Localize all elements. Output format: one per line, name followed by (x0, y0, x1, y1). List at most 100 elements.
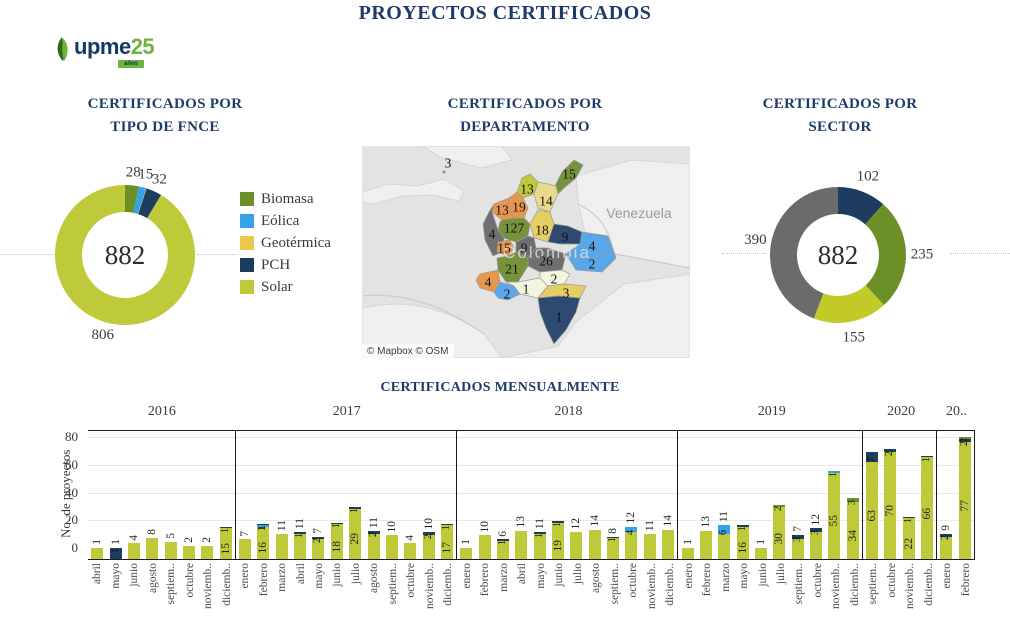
bar-segment-solar[interactable] (182, 546, 195, 559)
bar-segment-solar[interactable] (312, 539, 325, 559)
bar-segment-pch[interactable] (810, 528, 823, 533)
bar-segment-pch[interactable] (866, 451, 879, 462)
donut-slice-Geotérmica[interactable] (137, 188, 147, 215)
bar-segment-solar[interactable] (921, 457, 934, 559)
bar-segment-solar[interactable] (662, 529, 675, 559)
bar-segment-solar[interactable] (699, 530, 712, 559)
donut-slice-Biomasa[interactable] (125, 185, 139, 213)
bar-segment-solar[interactable] (791, 539, 804, 559)
map-region[interactable] (565, 251, 617, 273)
donut-slice-390[interactable] (770, 187, 838, 319)
bar-segment-solar[interactable] (754, 547, 767, 559)
bar-segment-solar[interactable] (515, 530, 528, 559)
map-region[interactable] (537, 295, 581, 345)
bar-segment-solar[interactable] (884, 451, 897, 559)
bar-segment-solar[interactable] (902, 518, 915, 559)
bar-segment-eolica[interactable] (257, 525, 270, 527)
bar-segment-pch[interactable] (607, 536, 620, 538)
bar-segment-pch[interactable] (440, 524, 453, 526)
bar-segment-solar[interactable] (718, 533, 731, 559)
bar-segment-pch[interactable] (109, 547, 122, 549)
map-region-island[interactable] (442, 170, 446, 174)
bar-segment-biomasa[interactable] (846, 497, 859, 502)
map-region[interactable] (527, 247, 567, 273)
bar-segment-solar[interactable] (294, 533, 307, 559)
legend-item-geotérmica[interactable]: Geotérmica (240, 235, 331, 251)
bar-segment-pch[interactable] (902, 517, 915, 519)
bar-segment-eolica[interactable] (718, 525, 731, 534)
bar-segment-solar[interactable] (958, 442, 971, 559)
bar-segment-eolica[interactable] (625, 526, 638, 533)
legend-item-solar[interactable]: Solar (240, 279, 331, 295)
bar-segment-pch[interactable] (552, 521, 565, 523)
bar-segment-pch[interactable] (884, 449, 897, 452)
bar-segment-solar[interactable] (607, 537, 620, 559)
bar-segment-solar[interactable] (846, 501, 859, 559)
bar-segment-solar[interactable] (940, 536, 953, 559)
bar-segment-pch[interactable] (533, 532, 546, 534)
bar-segment-biomasa[interactable] (773, 504, 786, 508)
bar-segment-pch[interactable] (422, 532, 435, 536)
bar-segment-solar[interactable] (127, 543, 140, 559)
bar-segment-solar[interactable] (349, 508, 362, 559)
bar-segment-solar[interactable] (478, 535, 491, 559)
bar-segment-solar[interactable] (91, 547, 104, 559)
bar-segment-pch[interactable] (257, 524, 270, 526)
bar-segment-solar[interactable] (460, 547, 473, 559)
bar-segment-solar[interactable] (866, 461, 879, 559)
bar-segment-solar[interactable] (367, 533, 380, 559)
bar-segment-pch[interactable] (921, 456, 934, 458)
bar-segment-solar[interactable] (201, 546, 214, 559)
bar-segment-solar[interactable] (643, 533, 656, 559)
bar-segment-pch[interactable] (940, 533, 953, 537)
bar-segment-pch[interactable] (736, 525, 749, 527)
bar-segment-solar[interactable] (552, 522, 565, 559)
bar-segment-solar[interactable] (275, 533, 288, 559)
donut-slice-Eólica[interactable] (133, 186, 147, 215)
bar-segment-pch[interactable] (219, 526, 232, 529)
bar-segment-biomasa[interactable] (958, 436, 971, 440)
bar-segment-solar[interactable] (496, 540, 509, 559)
bar-segment-solar[interactable] (625, 532, 638, 559)
legend-item-pch[interactable]: PCH (240, 257, 331, 273)
donut-slice-155[interactable] (813, 285, 884, 323)
bar-segment-solar[interactable] (404, 543, 417, 559)
donut-slice-102[interactable] (838, 187, 884, 225)
bar-segment-solar[interactable] (440, 525, 453, 559)
legend-item-biomasa[interactable]: Biomasa (240, 191, 331, 207)
bar-segment-solar[interactable] (219, 528, 232, 559)
map-attribution[interactable]: © Mapbox © OSM (367, 346, 448, 357)
bar-segment-solar[interactable] (588, 529, 601, 559)
bar-segment-pch[interactable] (496, 539, 509, 541)
bar-segment-pch[interactable] (958, 439, 971, 443)
bar-segment-solar[interactable] (533, 533, 546, 559)
bar-segment-pch[interactable] (294, 532, 307, 534)
bar-segment-pch[interactable] (791, 535, 804, 540)
bar-segment-solar[interactable] (330, 524, 343, 559)
bar-segment-solar[interactable] (681, 547, 694, 559)
bar-segment-solar[interactable] (773, 507, 786, 559)
donut-slice-Solar[interactable] (54, 185, 195, 325)
bar-segment-solar[interactable] (570, 532, 583, 559)
bar-segment-solar[interactable] (239, 539, 251, 559)
bar-segment-solar[interactable] (146, 537, 159, 559)
bar-segment-solar[interactable] (828, 472, 841, 559)
map-region[interactable] (533, 181, 559, 213)
donut-slice-PCH[interactable] (138, 188, 162, 219)
map-region[interactable] (496, 251, 529, 283)
bar-segment-solar[interactable] (736, 526, 749, 559)
bar-segment-pch[interactable] (349, 507, 362, 509)
donut-slice-235[interactable] (865, 204, 906, 306)
bar-segment-solar[interactable] (385, 535, 398, 559)
bar-segment-solar[interactable] (164, 542, 177, 559)
bar-segment-pch[interactable] (367, 530, 380, 534)
bar-segment-pch[interactable] (330, 522, 343, 525)
bar-segment-solar[interactable] (257, 526, 270, 559)
map-region[interactable] (554, 159, 584, 195)
legend-item-eólica[interactable]: Eólica (240, 213, 331, 229)
bar-segment-solar[interactable] (810, 532, 823, 559)
map-region[interactable] (496, 239, 515, 257)
bar-segment-solar[interactable] (422, 535, 435, 559)
bar-segment-pch[interactable] (312, 536, 325, 540)
bar-segment-pch[interactable] (109, 549, 122, 559)
